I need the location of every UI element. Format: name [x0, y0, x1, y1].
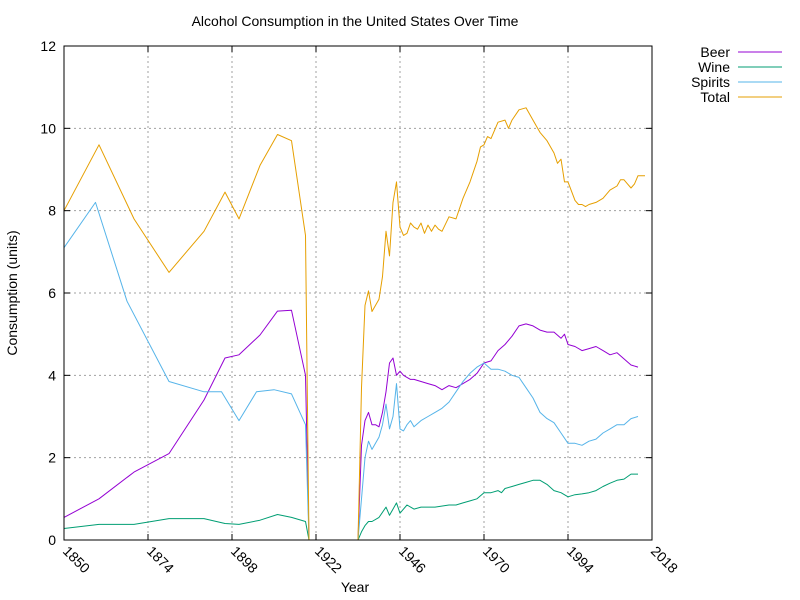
x-tick-label: 1874 — [144, 543, 177, 576]
chart-title: Alcohol Consumption in the United States… — [192, 13, 519, 29]
x-tick-label: 1922 — [312, 543, 345, 576]
y-axis-label: Consumption (units) — [4, 230, 20, 355]
y-tick-label: 6 — [48, 285, 56, 301]
legend-label-total: Total — [700, 89, 730, 105]
series-line-spirits — [63, 201, 639, 541]
legend-label-wine: Wine — [698, 59, 730, 75]
x-axis-label: Year — [341, 579, 370, 595]
legend-label-spirits: Spirits — [691, 74, 730, 90]
y-tick-label: 2 — [48, 450, 56, 466]
x-tick-label: 1850 — [60, 543, 93, 576]
series-lines — [63, 107, 645, 541]
x-tick-label: 2018 — [648, 543, 681, 576]
y-tick-label: 10 — [40, 120, 56, 136]
x-tick-label: 1946 — [396, 543, 429, 576]
y-tick-label: 12 — [40, 38, 56, 54]
series-line-beer — [63, 309, 639, 541]
legend-label-beer: Beer — [700, 44, 730, 60]
y-tick-label: 4 — [48, 367, 56, 383]
y-tick-label: 8 — [48, 203, 56, 219]
axis-ticks: 0 2 4 6 8 10 12 1850 1874 1898 1922 1946 1970 1994 201… — [40, 38, 681, 576]
x-tick-label: 1994 — [564, 543, 597, 576]
y-tick-label: 0 — [48, 532, 56, 548]
x-tick-label: 1970 — [480, 543, 513, 576]
series-line-total — [63, 107, 645, 541]
x-tick-label: 1898 — [228, 543, 261, 576]
series-line-wine — [63, 473, 638, 541]
grid — [64, 46, 652, 540]
plot-frame — [63, 45, 653, 541]
